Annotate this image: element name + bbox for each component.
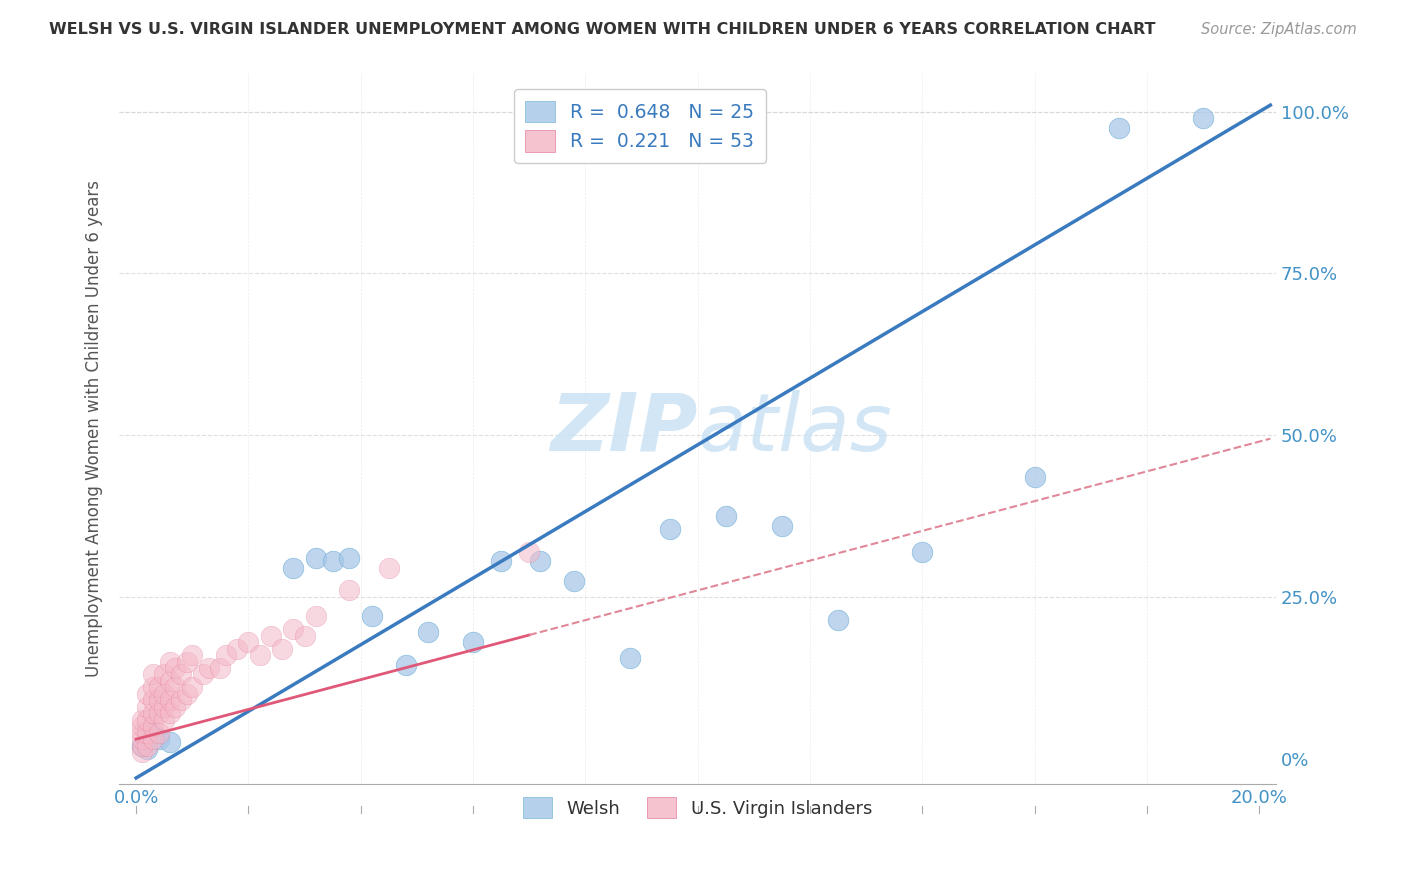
Point — [131, 725, 153, 739]
Point — [215, 648, 238, 662]
Point — [148, 732, 170, 747]
Point — [165, 681, 187, 695]
Point — [339, 551, 361, 566]
Point — [305, 551, 328, 566]
Legend: Welsh, U.S. Virgin Islanders: Welsh, U.S. Virgin Islanders — [516, 790, 879, 825]
Point — [238, 635, 260, 649]
Point — [619, 651, 641, 665]
Point — [142, 725, 165, 739]
Point — [911, 544, 934, 558]
Point — [517, 544, 540, 558]
Point — [378, 561, 401, 575]
Point — [226, 641, 249, 656]
Text: ZIP: ZIP — [550, 390, 697, 467]
Point — [131, 739, 153, 753]
Point — [136, 699, 159, 714]
Point — [181, 681, 204, 695]
Point — [361, 609, 384, 624]
Point — [142, 732, 165, 747]
Point — [153, 687, 176, 701]
Point — [148, 725, 170, 739]
Point — [142, 693, 165, 707]
Point — [1108, 120, 1130, 135]
Point — [148, 681, 170, 695]
Point — [529, 554, 551, 568]
Point — [181, 648, 204, 662]
Point — [198, 661, 221, 675]
Text: atlas: atlas — [697, 390, 893, 467]
Point — [827, 613, 849, 627]
Point — [131, 713, 153, 727]
Point — [193, 667, 215, 681]
Point — [136, 725, 159, 739]
Point — [305, 609, 328, 624]
Point — [131, 739, 153, 753]
Point — [562, 574, 585, 588]
Point — [148, 706, 170, 721]
Point — [322, 554, 344, 568]
Text: WELSH VS U.S. VIRGIN ISLANDER UNEMPLOYMENT AMONG WOMEN WITH CHILDREN UNDER 6 YEA: WELSH VS U.S. VIRGIN ISLANDER UNEMPLOYME… — [49, 22, 1156, 37]
Point — [159, 693, 181, 707]
Point — [170, 667, 193, 681]
Point — [176, 655, 198, 669]
Point — [165, 699, 187, 714]
Point — [294, 629, 316, 643]
Point — [159, 706, 181, 721]
Point — [489, 554, 512, 568]
Point — [153, 667, 176, 681]
Point — [1024, 470, 1046, 484]
Point — [416, 625, 439, 640]
Point — [142, 681, 165, 695]
Point — [714, 508, 737, 523]
Point — [159, 673, 181, 688]
Point — [136, 742, 159, 756]
Point — [770, 518, 793, 533]
Point — [176, 687, 198, 701]
Point — [131, 732, 153, 747]
Point — [1192, 112, 1215, 126]
Point — [148, 693, 170, 707]
Point — [165, 661, 187, 675]
Point — [283, 561, 305, 575]
Point — [142, 667, 165, 681]
Y-axis label: Unemployment Among Women with Children Under 6 years: Unemployment Among Women with Children U… — [86, 180, 103, 677]
Point — [131, 745, 153, 759]
Point — [136, 687, 159, 701]
Point — [131, 719, 153, 733]
Point — [153, 699, 176, 714]
Point — [339, 583, 361, 598]
Point — [658, 522, 681, 536]
Text: Source: ZipAtlas.com: Source: ZipAtlas.com — [1201, 22, 1357, 37]
Point — [159, 735, 181, 749]
Point — [260, 629, 283, 643]
Point — [283, 622, 305, 636]
Point — [136, 739, 159, 753]
Point — [142, 706, 165, 721]
Point — [461, 635, 484, 649]
Point — [271, 641, 294, 656]
Point — [170, 693, 193, 707]
Point — [153, 713, 176, 727]
Point — [136, 713, 159, 727]
Point — [159, 655, 181, 669]
Point — [249, 648, 271, 662]
Point — [209, 661, 232, 675]
Point — [395, 657, 418, 672]
Point — [142, 719, 165, 733]
